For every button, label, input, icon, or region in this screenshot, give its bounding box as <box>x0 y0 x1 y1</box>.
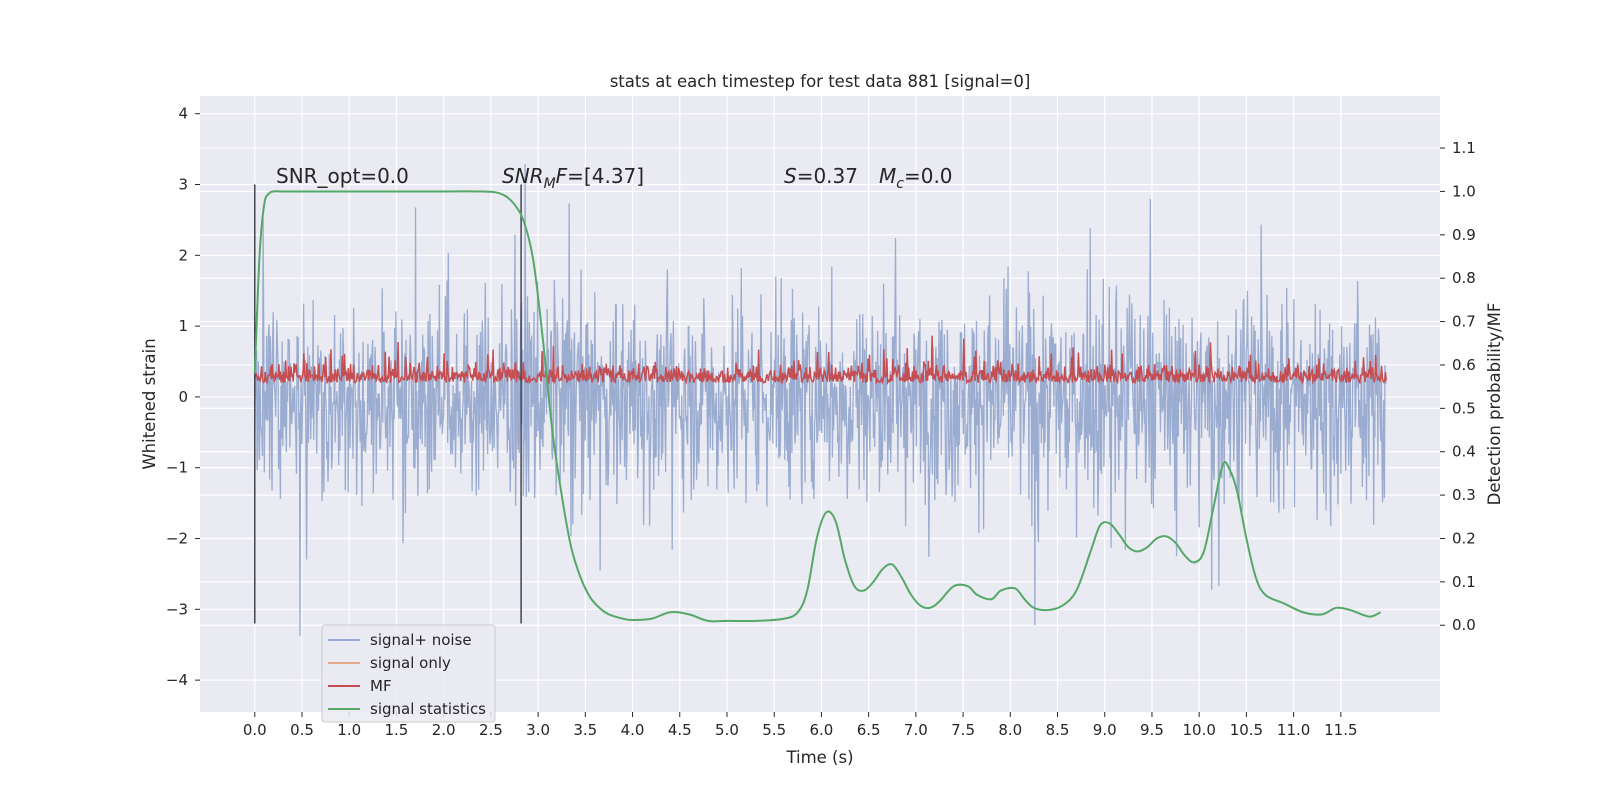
x-tick-label: 4.5 <box>668 721 692 739</box>
legend-label-mf: MF <box>370 677 392 695</box>
snr-mf-value: =[4.37] <box>567 164 644 188</box>
y-axis-left-label: Whitened strain <box>140 338 159 469</box>
x-tick-label: 11.0 <box>1277 721 1310 739</box>
x-tick-label: 1.5 <box>385 721 409 739</box>
series-mf <box>254 335 1387 386</box>
y-right-tick-label: 0.0 <box>1452 616 1476 634</box>
x-tick-label: 8.0 <box>998 721 1022 739</box>
annotation-s: S=0.37 <box>784 164 858 188</box>
legend-frame <box>321 624 496 723</box>
x-tick-label: 6.0 <box>809 721 833 739</box>
y-right-tick-label: 0.1 <box>1452 573 1476 591</box>
x-tick-label: 4.0 <box>621 721 645 739</box>
vertical-markers <box>254 184 522 624</box>
mc-value: =0.0 <box>904 164 953 188</box>
annotation-snr-opt: SNR_opt=0.0 <box>276 164 409 188</box>
y-left-tick-label: 2 <box>178 246 188 264</box>
chart-title: stats at each timestep for test data 881… <box>610 72 1031 91</box>
y-left-tick-label: 1 <box>178 317 188 335</box>
signal-noise-line <box>254 164 1387 636</box>
x-tick-label: 10.5 <box>1230 721 1263 739</box>
x-tick-label: 6.5 <box>857 721 881 739</box>
y-left-tick-label: −3 <box>166 600 188 618</box>
mf-line <box>254 335 1387 386</box>
s-name: S <box>784 164 797 188</box>
y-right-tick-label: 0.3 <box>1452 486 1476 504</box>
y-right-tick-label: 0.8 <box>1452 269 1476 287</box>
annotation-snr-mf: SNRMF=[4.37] <box>502 164 644 192</box>
y-left-tick-label: −1 <box>166 459 188 477</box>
y-left-tick-label: 3 <box>178 176 188 194</box>
snr-mf-tail-f: F <box>556 164 568 188</box>
x-tick-label: 9.5 <box>1140 721 1164 739</box>
x-tick-label: 0.0 <box>243 721 267 739</box>
x-tick-label: 2.0 <box>432 721 456 739</box>
legend: signal+ noise signal only MF signal stat… <box>321 624 496 723</box>
x-tick-label: 11.5 <box>1324 721 1357 739</box>
y-right-tick-label: 0.4 <box>1452 443 1476 461</box>
series-signal-noise <box>254 164 1387 636</box>
y-right-tick-label: 0.6 <box>1452 356 1476 374</box>
y-axis-right-label: Detection probability/MF <box>1485 303 1504 506</box>
x-axis-label: Time (s) <box>785 748 853 767</box>
x-tick-label: 5.5 <box>762 721 786 739</box>
y-right-tick-label: 0.2 <box>1452 529 1476 547</box>
snr-mf-sub: M <box>544 176 556 192</box>
mc-name: M <box>879 164 896 188</box>
y-right-tick-label: 0.7 <box>1452 313 1476 331</box>
ticks: 0.0 0.5 1.0 1.5 2.0 2.5 3.0 3.5 4.0 4.5 5.0 5.5 6.0 6… <box>166 105 1476 739</box>
x-tick-label: 0.5 <box>290 721 314 739</box>
y-right-tick-label: 1.0 <box>1452 182 1476 200</box>
annotation-mc: Mc=0.0 <box>879 164 953 192</box>
x-tick-label: 2.5 <box>479 721 503 739</box>
x-tick-label: 1.0 <box>337 721 361 739</box>
y-right-tick-label: 0.9 <box>1452 226 1476 244</box>
y-left-tick-label: −2 <box>166 530 188 548</box>
signal-statistics-line <box>253 190 1381 623</box>
legend-label-signal-noise: signal+ noise <box>370 631 472 649</box>
s-value: =0.37 <box>797 164 858 188</box>
x-tick-label: 10.0 <box>1182 721 1215 739</box>
legend-label-signal-statistics: signal statistics <box>370 700 486 718</box>
x-tick-label: 8.5 <box>1046 721 1070 739</box>
x-tick-label: 5.0 <box>715 721 739 739</box>
legend-label-signal-only: signal only <box>370 654 451 672</box>
x-tick-label: 7.5 <box>951 721 975 739</box>
y-right-tick-label: 1.1 <box>1452 139 1476 157</box>
mc-sub: c <box>896 176 904 192</box>
x-tick-label: 3.5 <box>573 721 597 739</box>
y-left-tick-label: −4 <box>166 671 188 689</box>
series-signal-statistics <box>253 190 1381 623</box>
y-right-tick-label: 0.5 <box>1452 399 1476 417</box>
y-left-tick-label: 4 <box>178 105 188 123</box>
snr-mf-name: SNR <box>502 164 544 188</box>
y-left-tick-label: 0 <box>178 388 188 406</box>
x-tick-label: 3.0 <box>526 721 550 739</box>
x-tick-label: 7.0 <box>904 721 928 739</box>
x-tick-label: 9.0 <box>1093 721 1117 739</box>
